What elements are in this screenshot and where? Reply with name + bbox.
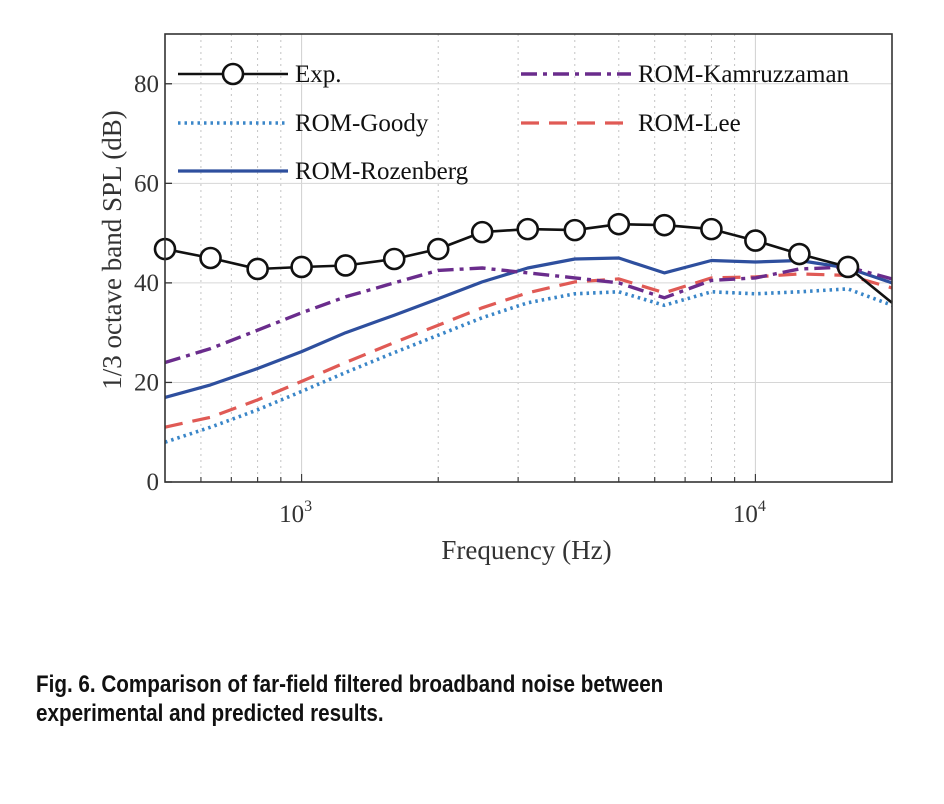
exp-data-point [334, 254, 357, 277]
legend-label: ROM-Rozenberg [295, 158, 469, 185]
series-line-rom-goody [164, 287, 893, 444]
legend-label: ROM-Lee [638, 110, 741, 137]
series-line-rom-rozenberg [164, 256, 893, 399]
y-tick-label: 60 [134, 170, 159, 197]
plot-frame [164, 33, 893, 483]
x-tick-label: 103 [279, 498, 312, 528]
y-tick-label: 0 [147, 469, 160, 496]
ticks: 0 20 40 60 80 103 104 [134, 71, 766, 528]
legend-marker [221, 62, 245, 86]
y-axis-title: 1/3 octave band SPL (dB) [97, 110, 127, 389]
exp-data-point [607, 212, 631, 236]
legend-item: ROM-Lee [521, 110, 741, 137]
series-line-rom-kamruzzaman [164, 265, 893, 365]
exp-data-point [836, 255, 860, 279]
exp-data-point [516, 217, 540, 241]
y-tick-label: 40 [134, 270, 159, 297]
y-tick-label: 80 [134, 71, 159, 98]
exp-data-point [382, 247, 406, 271]
series-layer [153, 212, 893, 444]
exp-data-point [563, 218, 587, 242]
legend-label: Exp. [295, 61, 342, 88]
exp-data-point [788, 242, 811, 266]
exp-data-point [700, 217, 723, 241]
exp-data-point [653, 213, 676, 237]
legend-item: Exp. [178, 61, 342, 88]
legend-item: ROM-Kamruzzaman [521, 61, 850, 88]
grid [165, 34, 892, 482]
exp-data-point [426, 237, 450, 261]
y-tick-label: 20 [134, 369, 159, 396]
legend-item: ROM-Rozenberg [178, 158, 469, 185]
exp-data-point [470, 220, 494, 244]
exp-data-point [246, 257, 269, 281]
exp-data-point [290, 255, 313, 279]
legend-item: ROM-Goody [178, 110, 429, 137]
figure-caption: Fig. 6. Comparison of far-field filtered… [36, 671, 664, 727]
x-tick-label: 104 [733, 498, 766, 528]
exp-data-point [744, 229, 767, 252]
legend-label: ROM-Kamruzzaman [638, 61, 850, 88]
x-axis-title: Frequency (Hz) [441, 535, 611, 565]
legend-label: ROM-Goody [295, 110, 429, 137]
legend: Exp. ROM-Goody ROM-Rozenberg ROM-Kamruzzama… [178, 61, 850, 185]
spl-chart: 0 20 40 60 80 103 104 Exp. ROM-Goody ROM-Rozenbe… [97, 33, 893, 565]
series-line-rom-lee [164, 272, 893, 429]
exp-data-point [199, 246, 222, 270]
